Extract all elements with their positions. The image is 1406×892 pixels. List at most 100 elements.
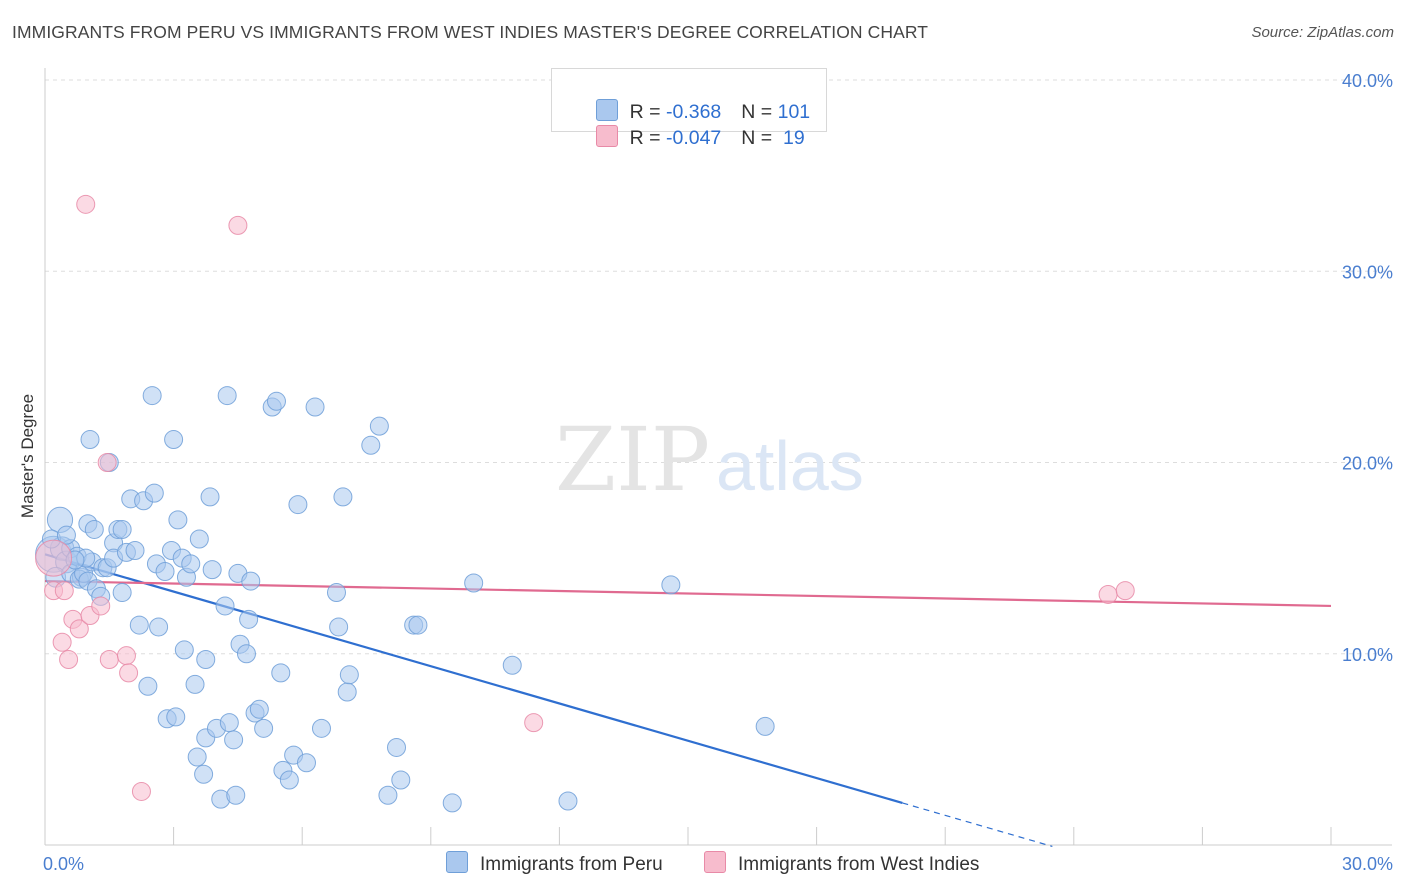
west-indies-point-9 — [91, 596, 111, 616]
peru-point-59 — [224, 730, 244, 750]
peru-point-73 — [279, 770, 299, 790]
peru-point-64 — [239, 609, 259, 629]
peru-point-48 — [189, 529, 209, 549]
watermark-zip: ZIP — [555, 408, 710, 511]
peru-point-67 — [249, 699, 269, 719]
peru-r-label: R = — [629, 101, 666, 123]
peru-point-60 — [226, 785, 246, 805]
peru-point-87 — [387, 737, 407, 757]
peru-point-49 — [194, 764, 214, 784]
peru-point-92 — [464, 573, 484, 593]
peru-point-93 — [502, 655, 522, 675]
peru-point-81 — [333, 487, 353, 507]
peru-point-24 — [112, 519, 132, 539]
peru-point-82 — [337, 682, 357, 702]
x-axis-ticks: 0.0% 30.0% — [43, 854, 1393, 874]
peru-point-90 — [408, 615, 428, 635]
peru-point-80 — [329, 617, 349, 637]
peru-point-40 — [166, 707, 186, 727]
peru-point-39 — [164, 430, 184, 450]
west-indies-point-2 — [52, 632, 72, 652]
west-indies-point-0 — [35, 539, 73, 577]
peru-r-value: -0.368 — [665, 101, 722, 123]
west-indies-r-label: R = — [629, 127, 666, 149]
west-indies-legend-swatch-icon — [704, 851, 726, 873]
y-tick-label-3: 40.0% — [1342, 71, 1393, 91]
west-indies-n-label: N = — [741, 127, 778, 149]
peru-point-25 — [112, 583, 132, 603]
peru-n-value: 101 — [777, 101, 811, 123]
peru-point-88 — [391, 770, 411, 790]
chart-source: Source: ZipAtlas.com — [1251, 24, 1394, 41]
peru-legend-label: Immigrants from Peru — [480, 854, 663, 875]
y-tick-label-2: 30.0% — [1342, 262, 1393, 282]
correlation-legend: R = -0.368 N = 101 R = -0.047 N = 19 — [551, 68, 827, 149]
west-indies-point-11 — [99, 649, 119, 669]
west-indies-point-4 — [59, 649, 79, 669]
peru-point-43 — [174, 640, 194, 660]
peru-point-35 — [149, 617, 169, 637]
peru-point-86 — [378, 785, 398, 805]
peru-point-50 — [196, 649, 216, 669]
peru-point-77 — [305, 397, 325, 417]
peru-point-65 — [241, 571, 261, 591]
west-indies-point-3 — [54, 581, 74, 601]
peru-point-91 — [442, 793, 462, 813]
peru-point-84 — [361, 435, 381, 455]
peru-point-94 — [558, 791, 578, 811]
peru-point-32 — [142, 386, 162, 406]
y-tick-label-0: 10.0% — [1342, 645, 1393, 665]
west-indies-point-12 — [116, 646, 136, 666]
peru-point-52 — [200, 487, 220, 507]
peru-point-29 — [129, 615, 149, 635]
y-axis-label: Master's Degree — [18, 394, 37, 518]
peru-point-56 — [215, 596, 235, 616]
west-indies-point-16 — [524, 713, 544, 733]
peru-point-78 — [311, 718, 331, 738]
grid-lines — [45, 79, 1392, 655]
peru-point-36 — [155, 562, 175, 582]
peru-point-95 — [661, 575, 681, 595]
watermark-atlas: atlas — [716, 427, 864, 505]
axes — [44, 68, 1392, 846]
west-indies-point-15 — [228, 215, 248, 235]
peru-point-46 — [185, 674, 205, 694]
west-indies-point-7 — [76, 194, 96, 214]
peru-n-label: N = — [741, 101, 778, 123]
legend-item-peru: Immigrants from Peru — [446, 851, 663, 876]
peru-point-98 — [56, 525, 76, 545]
legend-row-west-indies: R = -0.047 N = 19 — [574, 102, 805, 149]
y-tick-label-1: 20.0% — [1342, 454, 1393, 474]
peru-legend-swatch-icon — [446, 851, 468, 873]
y-axis-ticks: 10.0% 20.0% 30.0% 40.0% — [1342, 71, 1393, 665]
peru-point-63 — [236, 644, 256, 664]
peru-point-96 — [755, 716, 775, 736]
chart-title: IMMIGRANTS FROM PERU VS IMMIGRANTS FROM … — [12, 22, 929, 42]
trend-lines — [44, 553, 1332, 848]
peru-point-45 — [181, 554, 201, 574]
peru-point-75 — [288, 495, 308, 515]
peru-point-47 — [187, 747, 207, 767]
watermark: ZIP atlas — [555, 408, 864, 511]
peru-point-41 — [168, 510, 188, 530]
peru-trend-line — [44, 553, 903, 804]
west-indies-swatch-icon — [595, 125, 618, 147]
west-indies-point-10 — [97, 453, 117, 472]
peru-swatch-icon — [595, 99, 618, 121]
peru-point-71 — [271, 663, 291, 683]
legend-item-west-indies: Immigrants from West Indies — [704, 851, 979, 876]
west-indies-r-value: -0.047 — [665, 127, 722, 149]
peru-point-13 — [80, 430, 100, 450]
west-indies-point-14 — [131, 781, 151, 801]
peru-point-83 — [339, 665, 359, 685]
peru-trend-line-extension — [902, 802, 1053, 848]
x-tick-label-0: 0.0% — [43, 854, 84, 874]
peru-point-85 — [369, 416, 389, 436]
west-indies-point-17 — [1098, 584, 1118, 604]
peru-point-53 — [202, 560, 222, 580]
peru-point-33 — [144, 483, 164, 503]
peru-point-15 — [84, 519, 104, 539]
x-tick-label-1: 30.0% — [1342, 854, 1393, 874]
peru-point-70 — [266, 391, 286, 411]
